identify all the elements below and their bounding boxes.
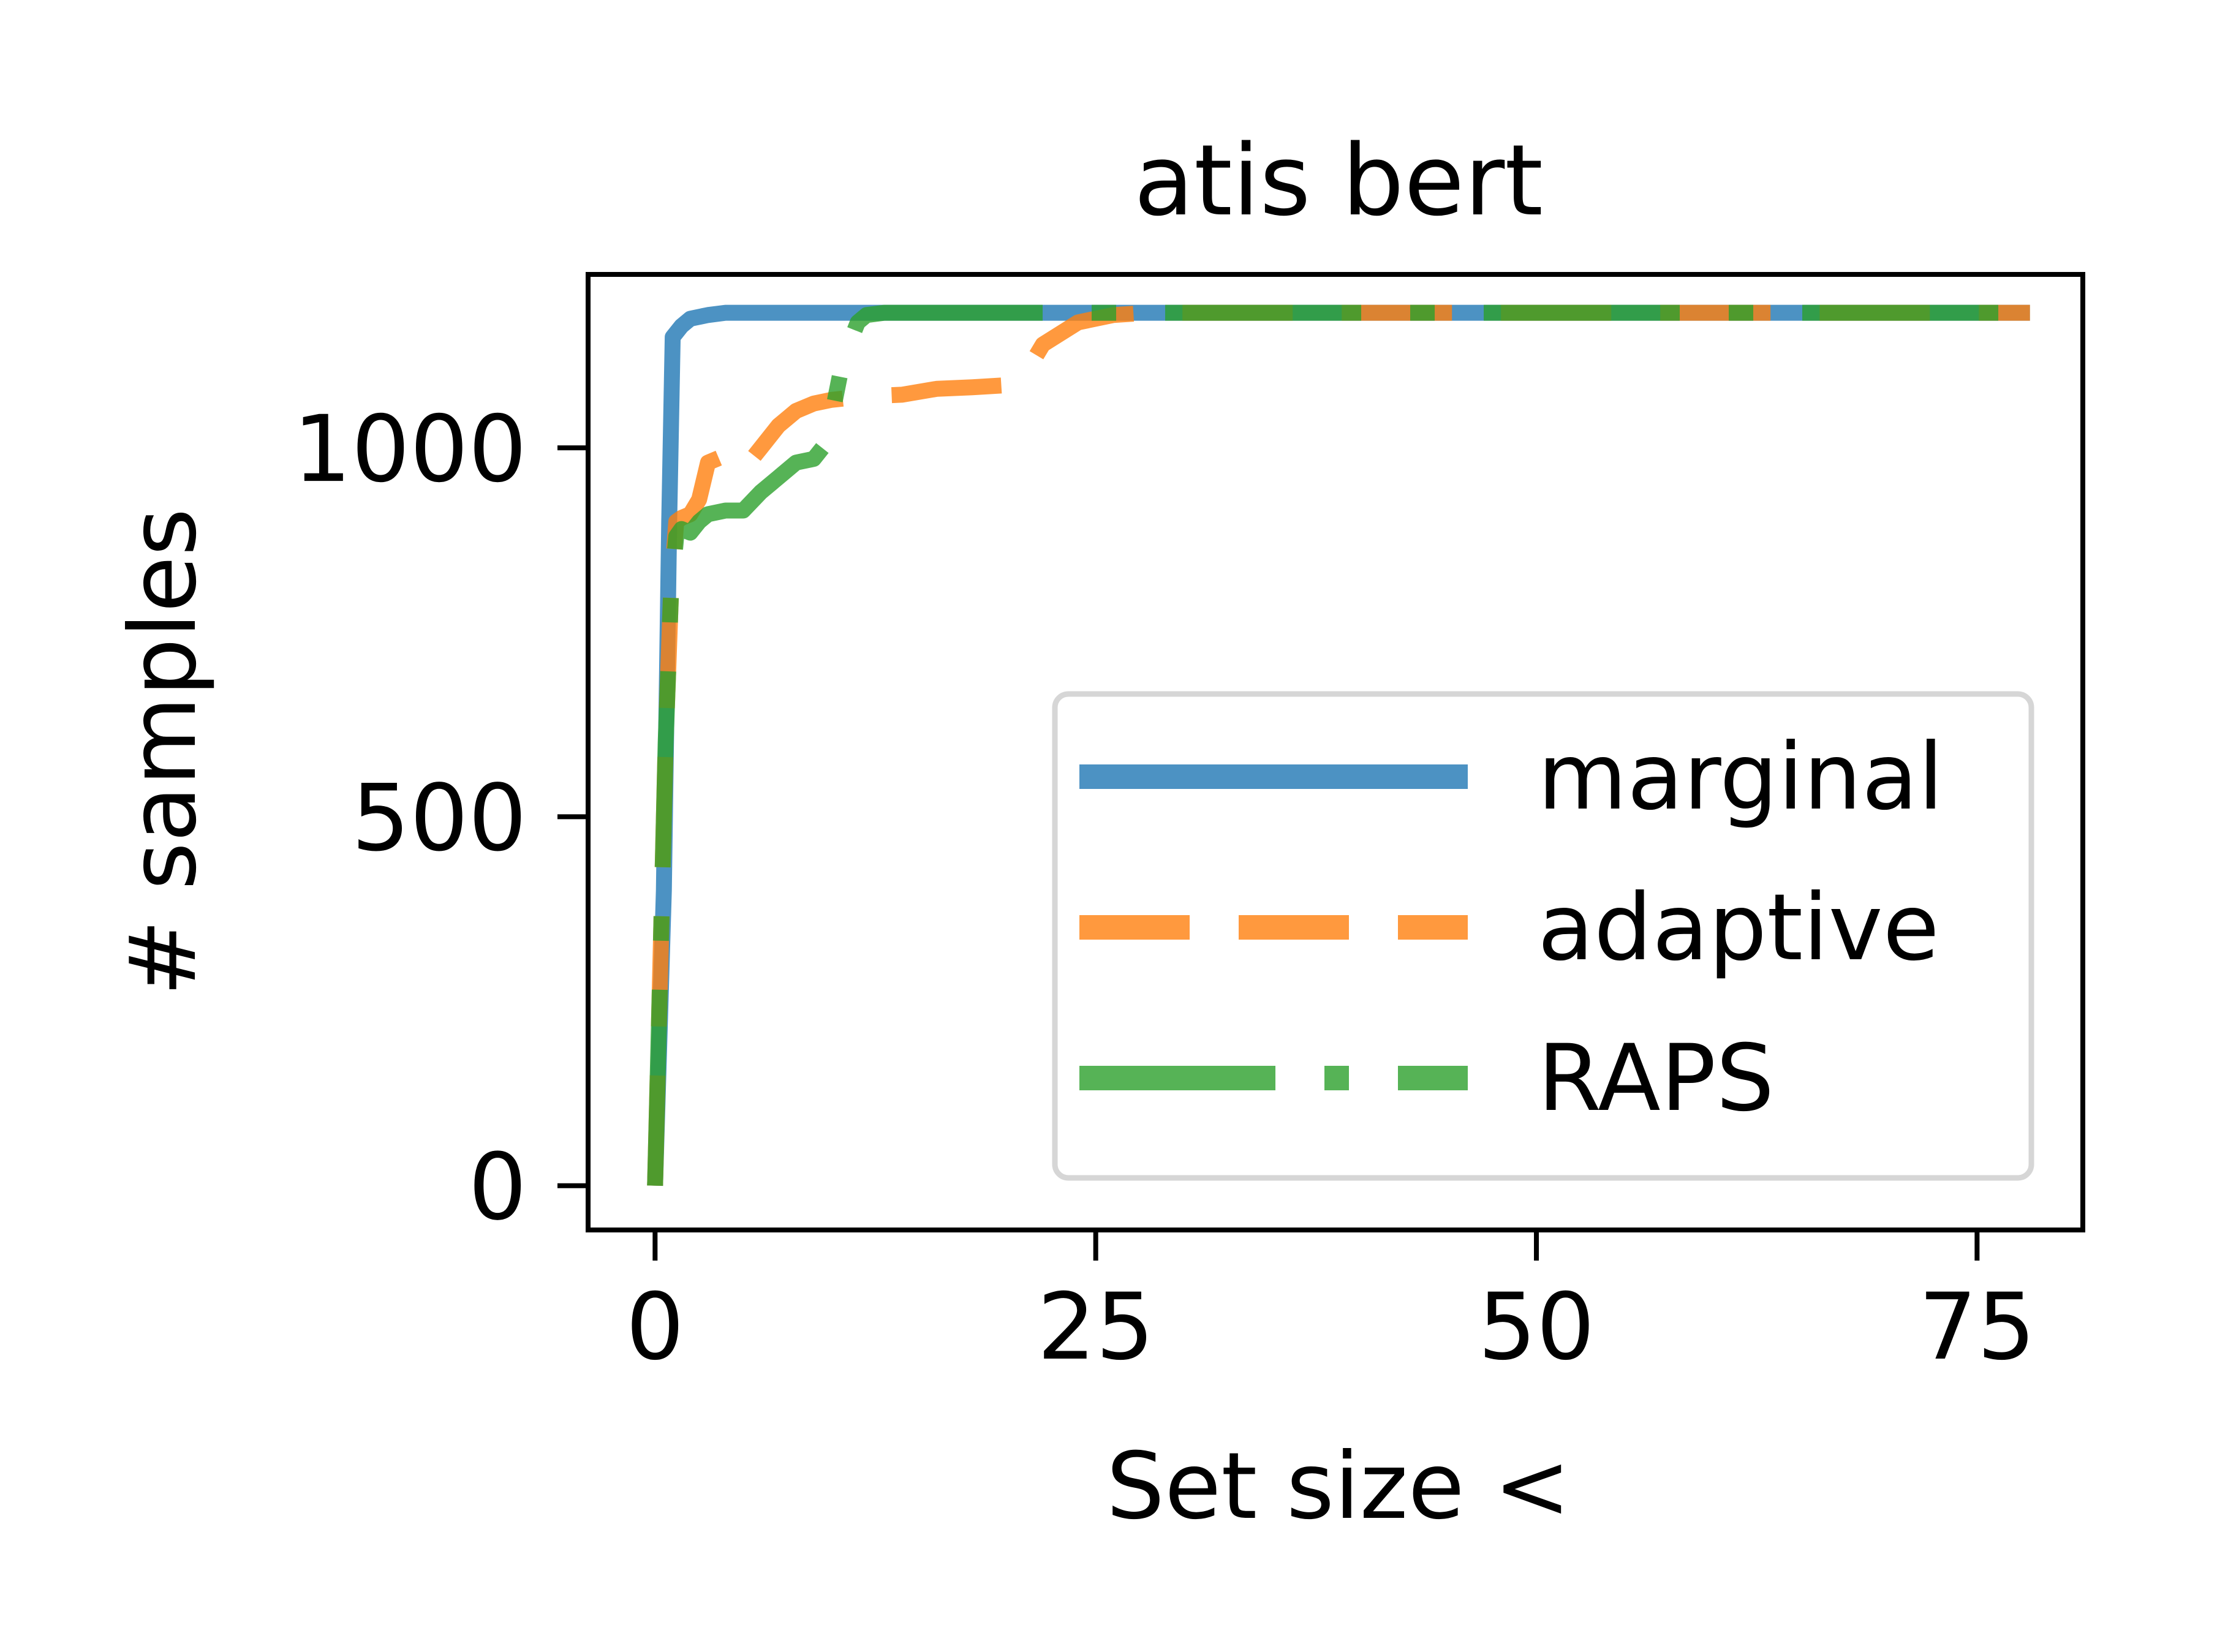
x-tick-label: 50 [1478,1274,1595,1381]
legend-label-adaptive: adaptive [1538,875,1939,981]
x-axis-label: Set size < [1106,1433,1571,1540]
y-tick-label: 1000 [293,396,527,503]
plot-area [586,272,2085,1232]
series-line-adaptive [647,304,2030,1186]
legend-label-marginal: marginal [1538,724,1944,831]
series-layer [647,304,2030,1186]
y-tick-label: 500 [352,765,527,872]
x-tick-label: 0 [626,1274,684,1381]
y-tick-label: 0 [469,1134,527,1241]
chart-title: atis bert [1134,123,1543,238]
x-axis: 0 25 50 75 [626,1230,2036,1381]
legend-frame [1052,691,2034,1181]
y-axis: 0 500 1000 [293,396,588,1241]
x-tick-label: 75 [1919,1274,2036,1381]
x-tick-label: 25 [1037,1274,1154,1381]
legend: marginal adaptive RAPS [1052,691,2034,1181]
y-axis-label: # samples [110,508,217,997]
series-line-RAPS [647,304,2030,1186]
plot-frame [586,272,2085,1232]
legend-label-RAPS: RAPS [1538,1025,1774,1132]
